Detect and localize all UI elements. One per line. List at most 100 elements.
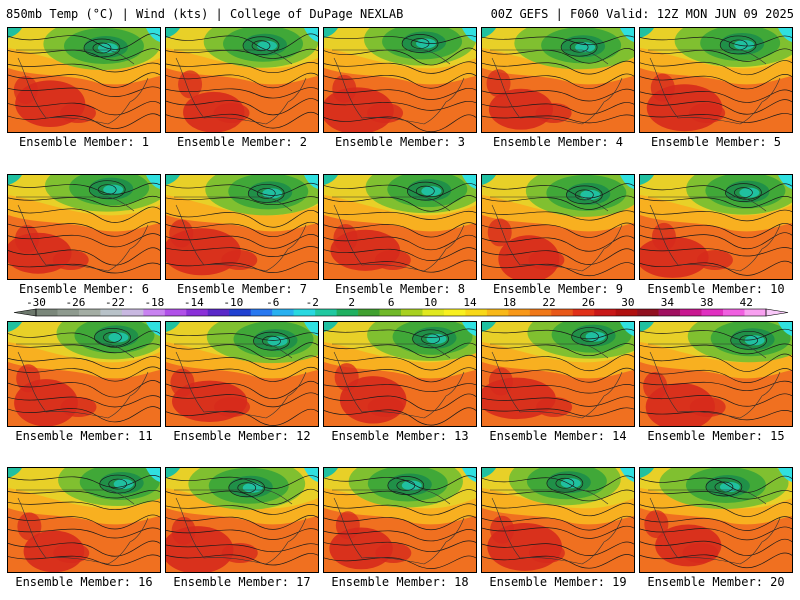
- product-title: 850mb Temp (°C) | Wind (kts) | College o…: [6, 7, 404, 21]
- colorbar-swatch: [164, 309, 187, 316]
- ensemble-member-panel: Ensemble Member: 14: [481, 321, 635, 443]
- ensemble-member-label: Ensemble Member: 14: [489, 429, 627, 443]
- map-frame: [639, 27, 793, 133]
- colorbar-tick-label: 38: [700, 296, 713, 309]
- ensemble-member-label: Ensemble Member: 17: [173, 575, 311, 589]
- temperature-map: [166, 28, 318, 132]
- map-frame: [481, 174, 635, 280]
- colorbar-tick-label: 18: [503, 296, 516, 309]
- temperature-map: [8, 28, 160, 132]
- colorbar-swatch: [594, 309, 617, 316]
- ensemble-member-panel: Ensemble Member: 3: [323, 27, 477, 149]
- ensemble-member-panel: Ensemble Member: 16: [7, 467, 161, 589]
- colorbar-swatch: [572, 309, 595, 316]
- temperature-map: [324, 322, 476, 426]
- map-frame: [165, 174, 319, 280]
- map-frame: [7, 467, 161, 573]
- map-frame: [481, 321, 635, 427]
- colorbar-swatch: [250, 309, 273, 316]
- colorbar-tick-label: -18: [144, 296, 164, 309]
- ensemble-member-label: Ensemble Member: 8: [334, 282, 466, 296]
- ensemble-member-label: Ensemble Member: 6: [18, 282, 150, 296]
- ensemble-member-panel: Ensemble Member: 19: [481, 467, 635, 589]
- temperature-map: [166, 175, 318, 279]
- valid-time-title: 00Z GEFS | F060 Valid: 12Z MON JUN 09 20…: [490, 7, 794, 21]
- temperature-map: [8, 468, 160, 572]
- ensemble-member-label: Ensemble Member: 4: [492, 135, 624, 149]
- colorbar-swatch: [401, 309, 423, 316]
- temperature-map: [640, 175, 792, 279]
- colorbar-swatch: [422, 309, 445, 316]
- ensemble-member-panel: Ensemble Member: 11: [7, 321, 161, 443]
- temperature-map: [166, 468, 318, 572]
- colorbar-swatch: [443, 309, 466, 316]
- ensemble-member-label: Ensemble Member: 9: [492, 282, 624, 296]
- colorbar-swatch: [272, 309, 294, 316]
- map-frame: [639, 467, 793, 573]
- temperature-map: [640, 28, 792, 132]
- colorbar-tick-label: -10: [223, 296, 243, 309]
- colorbar-tick-label: 2: [348, 296, 355, 309]
- ensemble-member-panel: Ensemble Member: 18: [323, 467, 477, 589]
- map-frame: [7, 174, 161, 280]
- colorbar-tick-label: -14: [184, 296, 204, 309]
- colorbar-swatch: [78, 309, 101, 316]
- map-frame: [7, 27, 161, 133]
- colorbar-swatch: [207, 309, 230, 316]
- colorbar-swatch: [186, 309, 209, 316]
- ensemble-member-panel: Ensemble Member: 5: [639, 27, 793, 149]
- colorbar-swatch: [229, 309, 252, 316]
- colorbar-swatch: [701, 309, 724, 316]
- colorbar-swatch: [486, 309, 509, 316]
- colorbar-tick-label: -2: [306, 296, 319, 309]
- colorbar-tick-label: 42: [740, 296, 753, 309]
- colorbar-tick-label: 22: [542, 296, 555, 309]
- colorbar-tick-label: 10: [424, 296, 437, 309]
- colorbar-swatch: [143, 309, 166, 316]
- colorbar-swatch: [121, 309, 144, 316]
- ensemble-member-panel: Ensemble Member: 7: [165, 174, 319, 296]
- colorbar-swatch: [615, 309, 638, 316]
- temperature-map: [482, 322, 634, 426]
- ensemble-member-label: Ensemble Member: 18: [331, 575, 469, 589]
- ensemble-member-label: Ensemble Member: 20: [647, 575, 785, 589]
- map-frame: [323, 174, 477, 280]
- ensemble-member-label: Ensemble Member: 19: [489, 575, 627, 589]
- colorbar-min-arrow: [13, 308, 37, 317]
- map-frame: [323, 27, 477, 133]
- ensemble-member-panel: Ensemble Member: 1: [7, 27, 161, 149]
- colorbar-tick-label: -6: [266, 296, 279, 309]
- map-frame: [639, 174, 793, 280]
- temperature-map: [640, 468, 792, 572]
- colorbar-swatch: [658, 309, 681, 316]
- map-frame: [323, 467, 477, 573]
- colorbar-swatch: [57, 309, 80, 316]
- temperature-map: [8, 322, 160, 426]
- ensemble-member-label: Ensemble Member: 7: [176, 282, 308, 296]
- header: 850mb Temp (°C) | Wind (kts) | College o…: [0, 0, 800, 24]
- colorbar-swatch: [529, 309, 552, 316]
- ensemble-member-panel: Ensemble Member: 4: [481, 27, 635, 149]
- colorbar-tick-label: 30: [621, 296, 634, 309]
- ensemble-member-label: Ensemble Member: 12: [173, 429, 311, 443]
- ensemble-member-panel: Ensemble Member: 17: [165, 467, 319, 589]
- ensemble-member-label: Ensemble Member: 11: [15, 429, 153, 443]
- colorbar-swatch: [293, 309, 316, 316]
- map-frame: [323, 321, 477, 427]
- temperature-map: [166, 322, 318, 426]
- colorbar-tick-label: 26: [582, 296, 595, 309]
- ensemble-member-label: Ensemble Member: 5: [650, 135, 782, 149]
- ensemble-member-label: Ensemble Member: 13: [331, 429, 469, 443]
- ensemble-member-label: Ensemble Member: 3: [334, 135, 466, 149]
- colorbar-swatch: [680, 309, 702, 316]
- map-frame: [481, 27, 635, 133]
- ensemble-member-panel: Ensemble Member: 20: [639, 467, 793, 589]
- colorbar-swatch: [465, 309, 488, 316]
- colorbar-swatch: [379, 309, 402, 316]
- colorbar-swatch: [744, 309, 767, 316]
- colorbar-swatch: [358, 309, 380, 316]
- temperature-map: [324, 175, 476, 279]
- ensemble-member-panel: Ensemble Member: 9: [481, 174, 635, 296]
- ensemble-member-panel: Ensemble Member: 13: [323, 321, 477, 443]
- ensemble-member-label: Ensemble Member: 10: [647, 282, 785, 296]
